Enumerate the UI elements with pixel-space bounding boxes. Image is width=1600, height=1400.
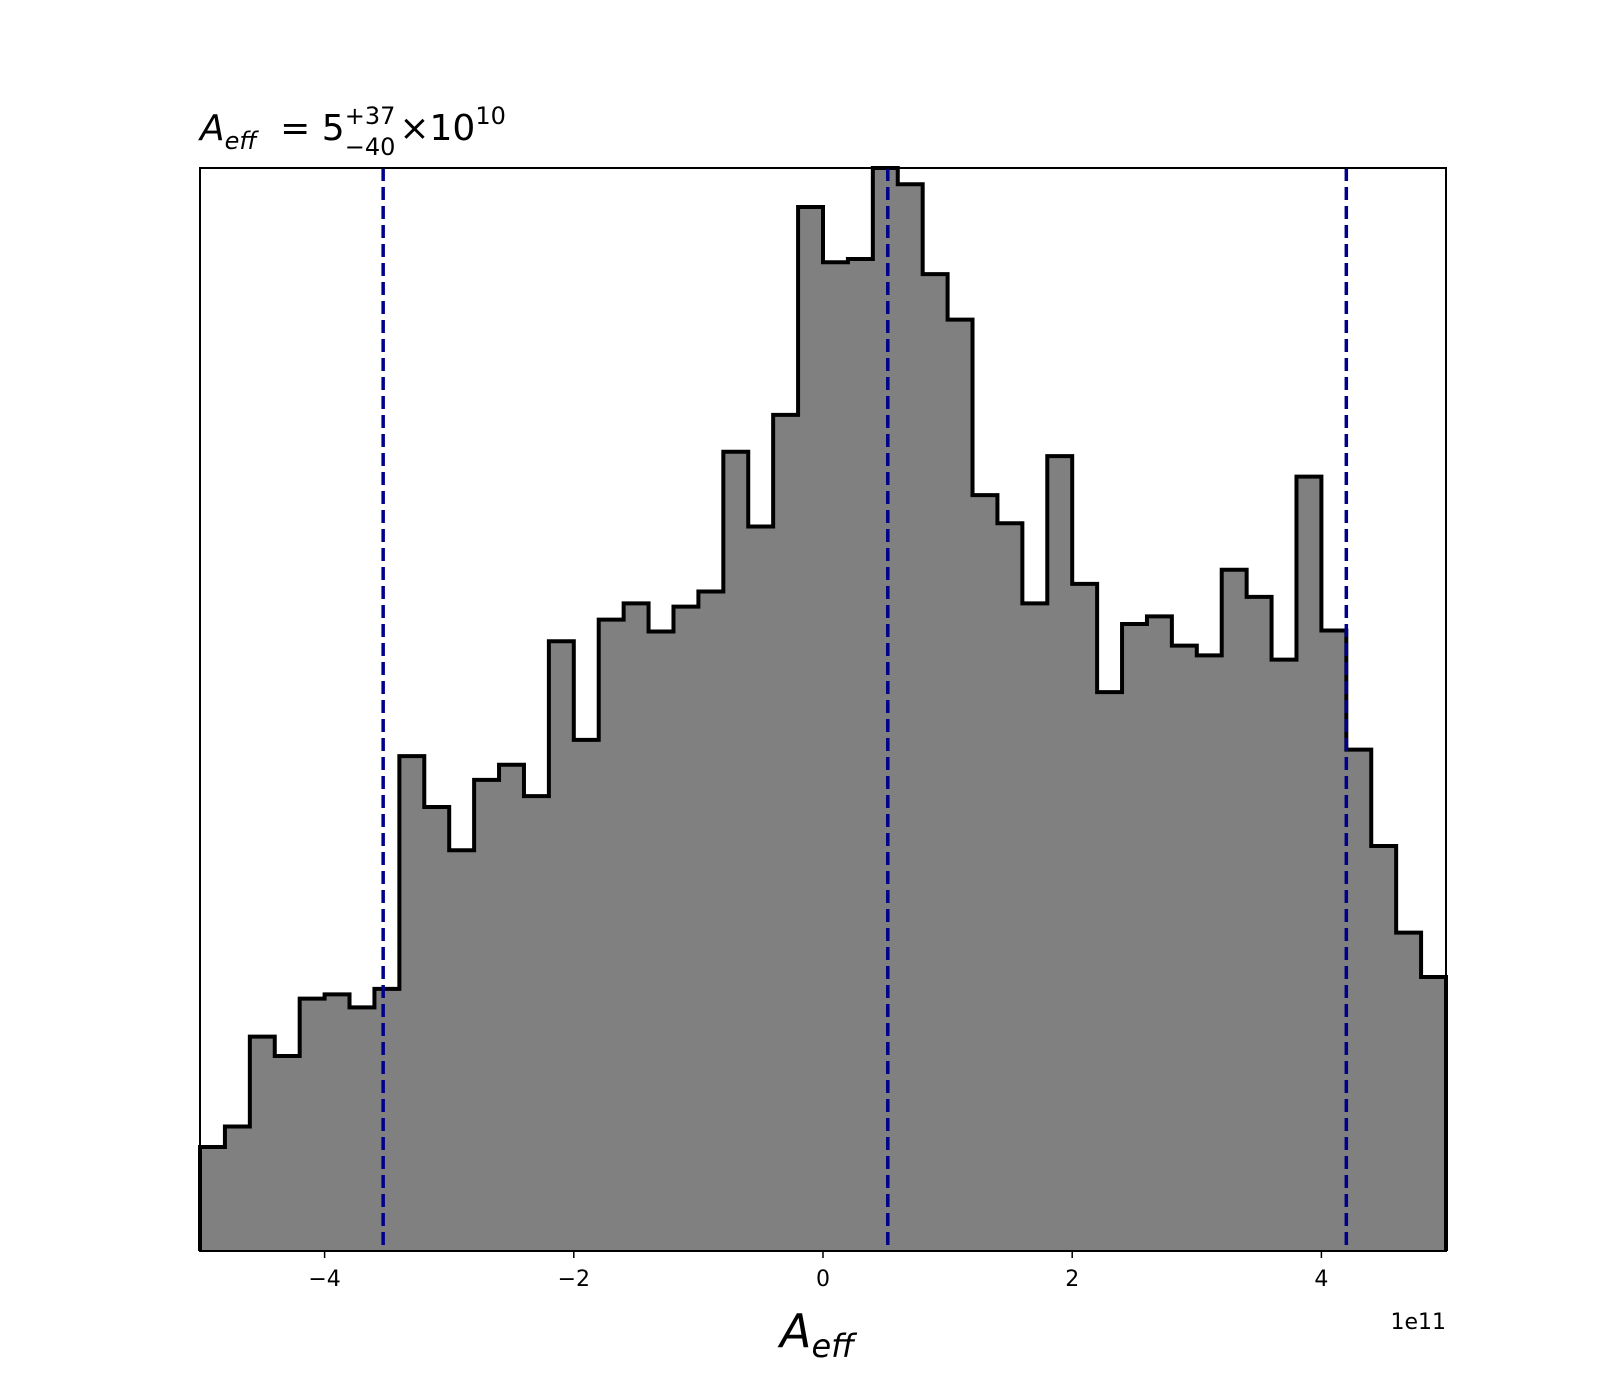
histogram-bar xyxy=(823,262,849,1251)
histogram-bar xyxy=(1246,596,1273,1251)
x-tick-label: 2 xyxy=(1065,1267,1079,1292)
histogram-bar xyxy=(847,258,874,1251)
histogram-bar xyxy=(1271,659,1298,1251)
histogram-bar xyxy=(224,1126,251,1251)
histogram-bar xyxy=(449,850,475,1251)
histogram-bar xyxy=(623,603,650,1251)
histogram-bar xyxy=(648,631,675,1251)
histogram-bar xyxy=(523,796,550,1251)
histogram-bar xyxy=(249,1036,276,1251)
histogram-bar xyxy=(1396,932,1422,1251)
histogram-bar xyxy=(1371,845,1397,1251)
histogram-bar xyxy=(673,606,699,1251)
histogram-bar xyxy=(698,591,724,1251)
histogram-bar xyxy=(424,806,450,1251)
x-axis-label-sub: eff xyxy=(811,1327,858,1365)
title-sup: +37 xyxy=(345,102,396,130)
histogram-bar xyxy=(972,495,999,1251)
histogram-bar xyxy=(274,1056,301,1251)
title-equals: = 5 xyxy=(269,108,345,149)
x-tick-label: 0 xyxy=(816,1267,830,1292)
histogram-bar xyxy=(374,988,400,1251)
histogram-bar xyxy=(872,168,899,1251)
histogram-bar xyxy=(324,994,351,1251)
histogram-bar xyxy=(1196,655,1223,1251)
histogram-bar xyxy=(748,526,774,1251)
histogram-bar xyxy=(1022,603,1048,1251)
title-symbol-sub: eff xyxy=(225,127,260,155)
histogram-bar xyxy=(1171,645,1198,1251)
x-offset-label: 1e11 xyxy=(1390,1310,1446,1335)
x-tick-label: −2 xyxy=(558,1267,590,1292)
histogram-bar xyxy=(399,756,425,1251)
histogram-bar xyxy=(798,206,824,1251)
histogram-bar xyxy=(1321,630,1347,1251)
x-tick-label: 4 xyxy=(1314,1267,1328,1292)
histogram-bar xyxy=(1072,583,1098,1251)
histogram-bar xyxy=(723,451,749,1252)
histogram-bar xyxy=(598,619,625,1251)
histogram-bar xyxy=(349,1007,376,1251)
histogram-bar xyxy=(1421,977,1447,1251)
histogram-bar xyxy=(1221,569,1248,1251)
plot-area xyxy=(198,166,1448,1252)
histogram-bar xyxy=(997,523,1023,1251)
histogram-bar xyxy=(1122,623,1148,1251)
x-axis-label-symbol: A xyxy=(777,1304,811,1358)
histogram-outline xyxy=(198,166,1448,1251)
histogram-bar xyxy=(1146,616,1173,1251)
histogram-bar xyxy=(1296,476,1322,1251)
x-ticks: −4 −2 0 2 4 xyxy=(308,1251,1328,1292)
histogram-bar xyxy=(573,739,600,1251)
histogram-bar xyxy=(499,764,525,1251)
chart-title: Aeff = 5+37 −40 ×1010 xyxy=(198,102,506,161)
x-axis-label: Aeff xyxy=(777,1304,858,1365)
histogram-bar xyxy=(947,319,974,1251)
histogram-bar xyxy=(474,779,500,1251)
histogram-bar xyxy=(1047,456,1073,1251)
title-sub: −40 xyxy=(345,133,396,161)
title-exp: 10 xyxy=(475,102,506,130)
histogram-bar xyxy=(1346,749,1372,1251)
histogram-bar xyxy=(200,1147,226,1251)
histogram-bar xyxy=(897,184,924,1251)
histogram-bar xyxy=(773,414,799,1251)
histogram-bar xyxy=(548,641,575,1251)
title-tail: ×10 xyxy=(399,108,475,149)
x-tick-label: −4 xyxy=(308,1267,340,1292)
histogram-bar xyxy=(299,998,326,1251)
histogram-bar xyxy=(1097,692,1123,1251)
title-symbol: A xyxy=(198,108,225,149)
histogram-bar xyxy=(922,274,949,1251)
